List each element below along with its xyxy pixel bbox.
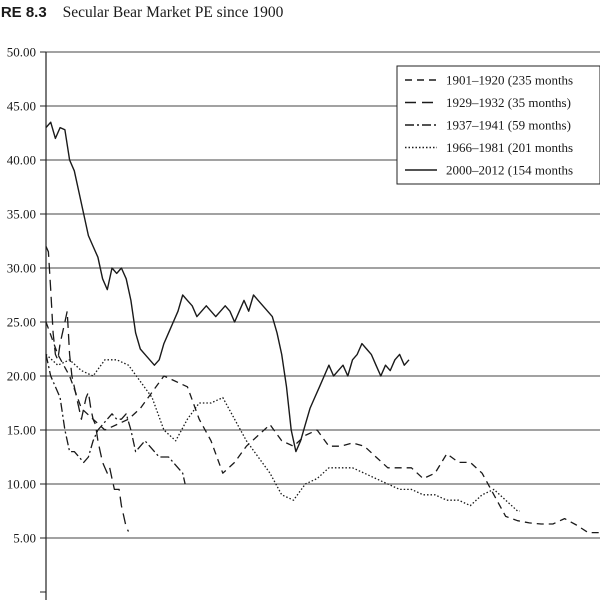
legend-label: 1929–1932 (35 months) [446, 95, 571, 110]
legend: 1901–1920 (235 months 1929–1932 (35 month… [396, 65, 600, 185]
legend-label: 2000–2012 (154 months [446, 163, 573, 178]
legend-label: 1966–1981 (201 months [446, 140, 573, 155]
y-tick-label: 20.00 [7, 369, 36, 384]
y-tick-label: 35.00 [7, 207, 36, 222]
y-tick-label: 30.00 [7, 261, 36, 276]
y-tick-label: 40.00 [7, 153, 36, 168]
figure-label: URE 8.3 [0, 4, 47, 21]
series-line-3 [45, 354, 186, 485]
figure-title: URE 8.3 Secular Bear Market PE since 190… [0, 4, 283, 30]
y-tick-label: 50.00 [7, 45, 36, 60]
series-line-5 [45, 121, 410, 453]
y-tick-label: 45.00 [7, 99, 36, 114]
series-lines [45, 121, 600, 534]
y-tick-label: 25.00 [7, 315, 36, 330]
series-line-2 [45, 246, 130, 532]
axes: 50.00 45.00 40.00 35.00 30.00 25.00 20.00 15.00… [7, 45, 47, 600]
legend-label: 1937–1941 (59 months) [446, 118, 571, 133]
y-tick-label: 10.00 [7, 477, 36, 492]
y-tick-label: 5.00 [13, 531, 36, 546]
figure-title-text: Secular Bear Market PE since 1900 [62, 4, 284, 21]
y-tick-label: 15.00 [7, 423, 36, 438]
legend-label: 1901–1920 (235 months [446, 73, 573, 88]
series-line-4 [45, 353, 520, 512]
series-line-1 [45, 321, 600, 534]
